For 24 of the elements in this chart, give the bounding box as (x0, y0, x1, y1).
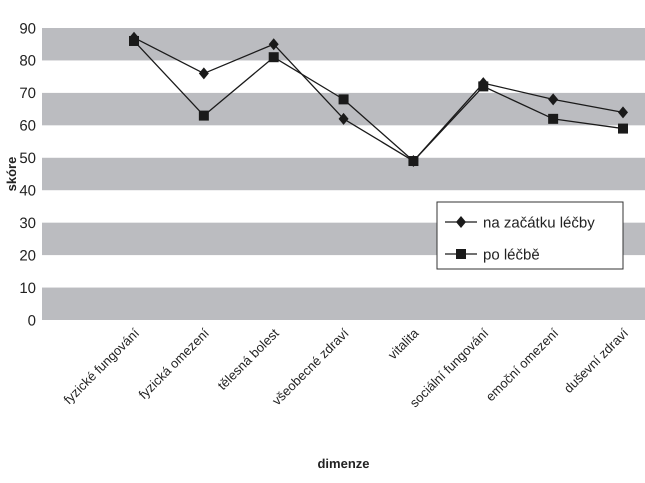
point (618, 124, 628, 134)
point (268, 52, 279, 62)
y-tick-label: 80 (19, 52, 36, 70)
y-tick-label: 30 (19, 214, 36, 232)
legend-label: po léčbě (483, 246, 540, 264)
y-tick-label: 60 (19, 118, 36, 135)
x-axis-title: dimenze (317, 456, 370, 471)
y-tick-label: 20 (19, 247, 36, 264)
point (548, 93, 558, 106)
y-tick-label: 70 (19, 85, 36, 102)
y-tick-label: 0 (28, 312, 36, 330)
point (338, 112, 349, 125)
y-tick-label: 10 (19, 280, 36, 297)
point (618, 106, 628, 118)
y-tick-label: 50 (19, 150, 36, 168)
point (548, 114, 558, 124)
point (338, 94, 349, 104)
y-tick-label: 90 (19, 20, 36, 38)
point (268, 38, 279, 50)
y-tick-label: 40 (19, 182, 36, 200)
legend-label: na začátku léčby (483, 214, 596, 232)
y-axis-title: skóre (4, 156, 19, 192)
point (198, 67, 209, 80)
point (198, 110, 209, 121)
